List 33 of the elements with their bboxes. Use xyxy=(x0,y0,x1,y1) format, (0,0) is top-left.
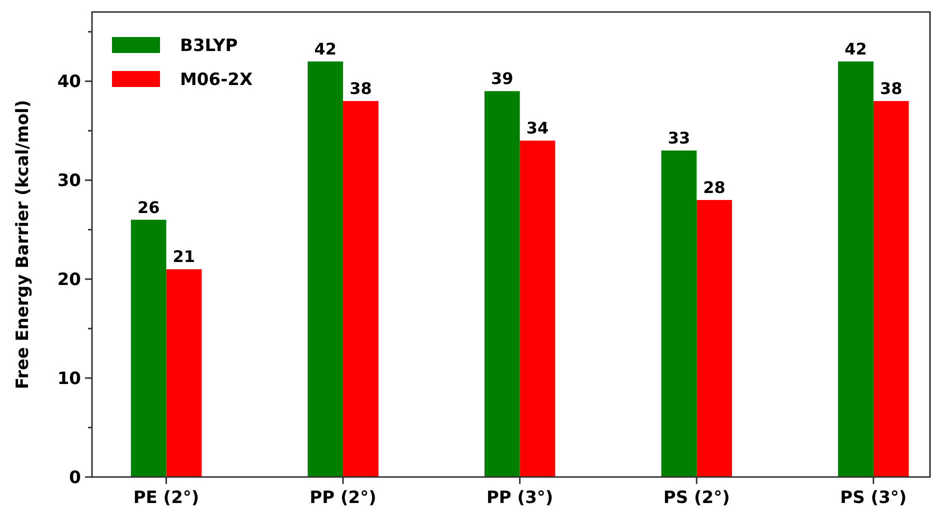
data-label: 26 xyxy=(137,198,160,217)
data-label: 28 xyxy=(703,178,726,197)
bar xyxy=(661,150,697,477)
bar xyxy=(484,91,520,477)
x-tick-label: PS (3°) xyxy=(840,488,907,508)
data-label: 42 xyxy=(844,39,867,58)
data-label: 38 xyxy=(350,79,372,98)
data-label: 42 xyxy=(314,39,336,58)
y-tick-label: 0 xyxy=(69,468,82,488)
legend-label: B3LYP xyxy=(180,36,238,56)
bar xyxy=(308,61,344,477)
y-tick-label: 10 xyxy=(57,369,82,390)
y-tick-label: 30 xyxy=(57,171,82,192)
bar xyxy=(873,101,909,477)
bar xyxy=(520,140,556,477)
x-tick-label: PE (2°) xyxy=(133,488,200,508)
bar xyxy=(696,200,732,477)
y-tick-label: 20 xyxy=(57,270,82,290)
data-label: 34 xyxy=(526,118,549,138)
y-tick-label: 40 xyxy=(57,72,82,92)
data-label: 21 xyxy=(172,247,196,266)
bar xyxy=(343,101,378,477)
legend-label: M06-2X xyxy=(180,70,253,90)
data-label: 38 xyxy=(880,79,902,98)
x-tick-label: PS (2°) xyxy=(663,488,730,508)
bar xyxy=(838,61,874,477)
x-tick-label: PP (3°) xyxy=(486,488,554,508)
y-axis-title: Free Energy Barrier (kcal/mol) xyxy=(13,100,33,390)
x-tick-label: PP (2°) xyxy=(310,488,376,508)
data-label: 33 xyxy=(668,128,690,148)
bar xyxy=(130,220,166,477)
bar xyxy=(166,269,202,477)
data-label: 39 xyxy=(491,69,514,88)
